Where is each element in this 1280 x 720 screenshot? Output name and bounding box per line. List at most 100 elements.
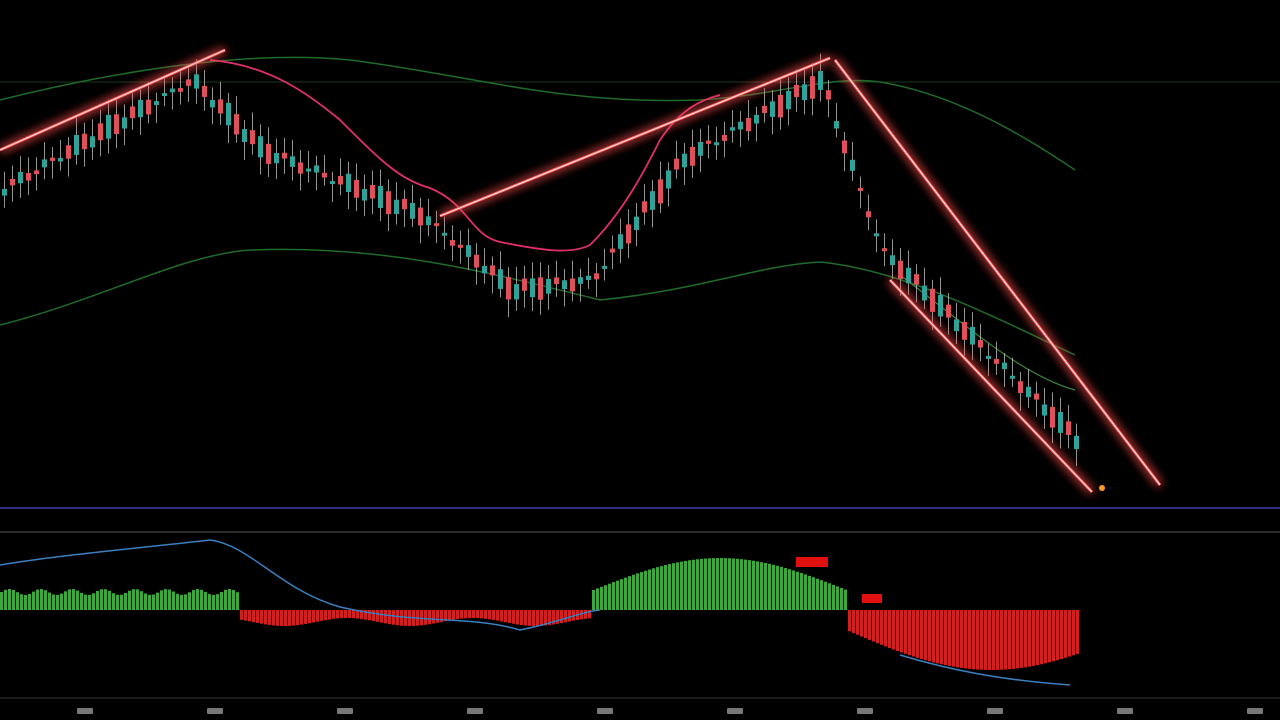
histogram-bar: [452, 610, 455, 620]
histogram-bar: [976, 610, 979, 670]
histogram-bar: [348, 610, 351, 619]
histogram-bar: [436, 610, 439, 623]
histogram-bar: [496, 610, 499, 621]
candle-body: [386, 191, 391, 215]
histogram-bar: [364, 610, 367, 620]
histogram-bar: [972, 610, 975, 670]
histogram-bar: [196, 589, 199, 610]
histogram-bar: [564, 610, 567, 623]
histogram-bar: [188, 592, 191, 610]
candle-body: [930, 288, 935, 312]
candle-body: [1010, 375, 1015, 379]
candle-body: [66, 145, 71, 159]
histogram-bar: [1028, 610, 1031, 667]
histogram-bar: [1048, 610, 1051, 663]
histogram-bar: [640, 572, 643, 610]
candle-body: [34, 170, 39, 175]
histogram-bar: [940, 610, 943, 665]
histogram-bar: [428, 610, 431, 625]
candle-body: [786, 90, 791, 110]
histogram-bar: [592, 590, 595, 610]
candle-body: [490, 265, 495, 276]
histogram-bar: [1064, 610, 1067, 658]
histogram-bar: [952, 610, 955, 667]
candle-body: [554, 277, 559, 285]
signal-line: [899, 654, 1071, 686]
histogram-bar: [608, 583, 611, 610]
histogram-bar: [624, 577, 627, 610]
histogram-bar: [20, 594, 23, 610]
histogram-bar: [524, 610, 527, 626]
histogram-bar: [304, 610, 307, 624]
histogram-bar: [484, 610, 487, 619]
time-label-placeholder: [337, 708, 353, 714]
histogram-bar: [1060, 610, 1063, 660]
histogram-bar: [308, 610, 311, 624]
histogram-bar: [788, 569, 791, 610]
candle-body: [18, 171, 23, 184]
histogram-bar: [520, 610, 523, 626]
histogram-bar: [816, 578, 819, 610]
histogram-bar: [176, 593, 179, 610]
histogram-bar: [336, 610, 339, 619]
histogram-bar: [352, 610, 355, 619]
histogram-bar: [44, 590, 47, 610]
histogram-bar: [76, 590, 79, 610]
histogram-bar: [1036, 610, 1039, 666]
time-label-placeholder: [987, 708, 1003, 714]
histogram-bar: [384, 610, 387, 624]
histogram-bar: [704, 558, 707, 610]
candle-body: [298, 162, 303, 174]
histogram-bar: [180, 594, 183, 610]
histogram-bar: [316, 610, 319, 622]
histogram-bar: [612, 582, 615, 610]
candle-body: [218, 99, 223, 114]
histogram-bar: [648, 569, 651, 610]
histogram-bar: [892, 610, 895, 650]
candle-body: [346, 173, 351, 193]
candle-body: [802, 84, 807, 101]
histogram-bar: [516, 610, 519, 625]
candle-body: [754, 114, 759, 124]
histogram-bar: [460, 610, 463, 619]
histogram-bar: [740, 559, 743, 610]
histogram-bar: [64, 591, 67, 610]
candle-body: [330, 181, 335, 185]
candle-body: [178, 88, 183, 92]
histogram-bar: [96, 590, 99, 610]
histogram-bar: [204, 591, 207, 610]
histogram-bar: [776, 565, 779, 610]
candle-body: [186, 79, 191, 86]
histogram-bar: [112, 593, 115, 610]
candle-body: [458, 244, 463, 248]
histogram-bar: [360, 610, 363, 619]
candle-body: [202, 85, 207, 97]
histogram-bar: [652, 568, 655, 610]
histogram-bar: [92, 593, 95, 610]
candle-body: [722, 134, 727, 141]
histogram-bar: [56, 594, 59, 610]
histogram-bar: [200, 589, 203, 610]
histogram-bar: [716, 558, 719, 610]
histogram-bar: [388, 610, 391, 625]
candle-body: [794, 84, 799, 98]
histogram-bar: [528, 610, 531, 626]
candle-body: [146, 99, 151, 115]
histogram-bar: [732, 558, 735, 610]
histogram-bar: [936, 610, 939, 664]
histogram-bar: [476, 610, 479, 619]
histogram-bar: [868, 610, 871, 640]
candle-body: [970, 326, 975, 345]
histogram-bar: [752, 560, 755, 610]
histogram-bar: [8, 589, 11, 610]
candle-body: [690, 146, 695, 166]
histogram-bar: [1008, 610, 1011, 670]
candle-body: [26, 173, 31, 181]
histogram-bar: [896, 610, 899, 651]
candle-body: [434, 223, 439, 227]
histogram-bar: [1032, 610, 1035, 666]
histogram-bar: [508, 610, 511, 624]
histogram-bar: [904, 610, 907, 654]
histogram-bar: [568, 610, 571, 622]
